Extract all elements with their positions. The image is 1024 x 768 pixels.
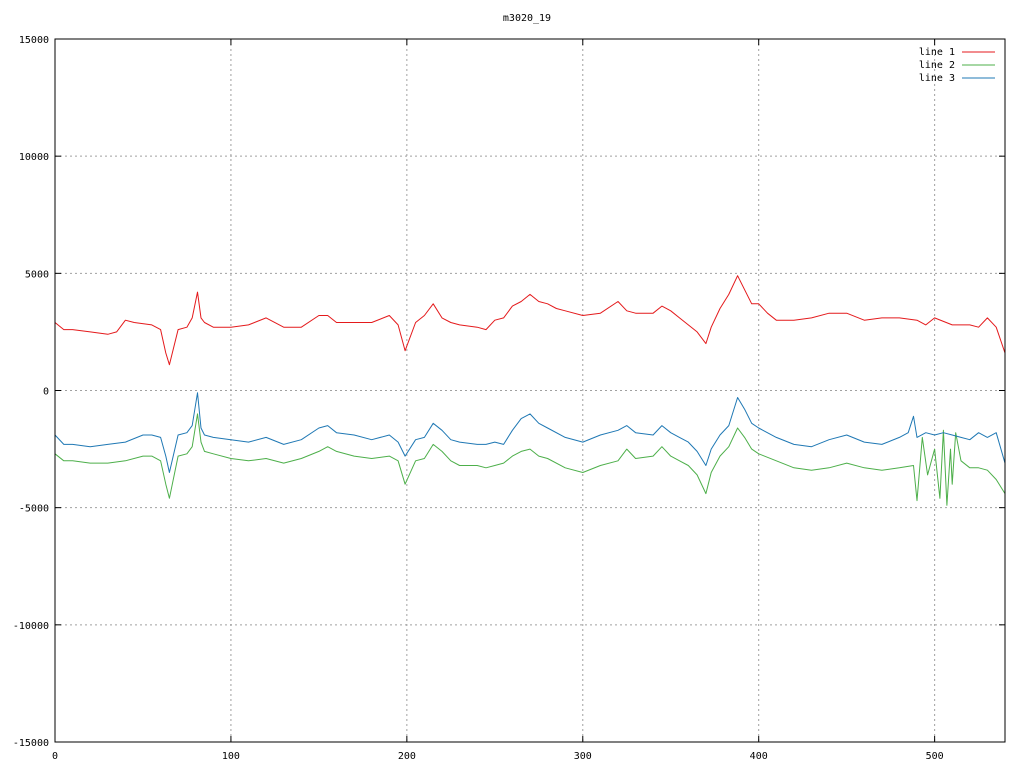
x-tick-label: 400 bbox=[750, 751, 768, 762]
y-tick-label: 0 bbox=[43, 387, 49, 398]
y-tick-label: 15000 bbox=[19, 35, 49, 46]
series-line-2 bbox=[54, 413, 1006, 506]
y-tick-label: -15000 bbox=[13, 738, 49, 749]
chart-title: m3020_19 bbox=[503, 13, 551, 24]
series-line-3 bbox=[54, 392, 1006, 473]
x-tick-label: 500 bbox=[926, 751, 944, 762]
y-tick-label: -10000 bbox=[13, 621, 49, 632]
legend: line 1 line 2 line 3 bbox=[919, 47, 995, 84]
y-tick-label: -5000 bbox=[19, 504, 49, 515]
x-tick-label: 100 bbox=[222, 751, 240, 762]
axes: -15000 -10000 -5000 0 5000 10000 15000 0 100 200 3… bbox=[13, 35, 1005, 762]
legend-label-3: line 3 bbox=[919, 73, 955, 84]
legend-label-2: line 2 bbox=[919, 60, 955, 71]
series-line-1 bbox=[54, 275, 1006, 366]
x-tick-label: 0 bbox=[52, 751, 58, 762]
series-group bbox=[54, 275, 1006, 506]
x-tick-label: 200 bbox=[398, 751, 416, 762]
legend-label-1: line 1 bbox=[919, 47, 955, 58]
y-tick-label: 5000 bbox=[25, 269, 49, 280]
y-tick-label: 10000 bbox=[19, 152, 49, 163]
x-tick-label: 300 bbox=[574, 751, 592, 762]
plot-frame bbox=[54, 38, 1006, 743]
grid bbox=[55, 39, 1005, 742]
